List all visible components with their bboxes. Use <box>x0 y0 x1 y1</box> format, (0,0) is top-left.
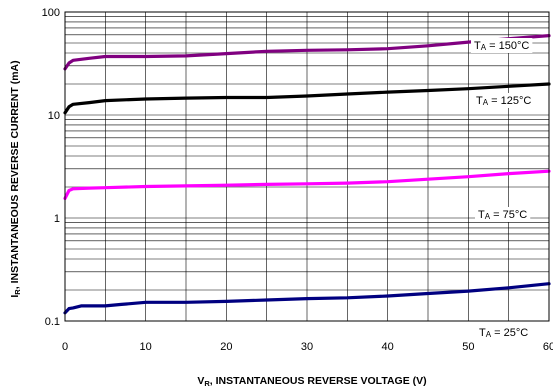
series-label-bg <box>476 325 532 340</box>
x-tick-label: 40 <box>382 341 394 353</box>
x-tick-label: 50 <box>462 341 474 353</box>
y-tick-label: 10 <box>48 110 60 122</box>
x-axis-title: VR, INSTANTANEOUS REVERSE VOLTAGE (V) <box>197 375 426 388</box>
x-tick-label: 0 <box>62 341 68 353</box>
series-label-text: TA = 75°C <box>478 209 527 221</box>
grid <box>64 12 550 322</box>
series-line <box>63 282 551 315</box>
x-tick-label: 30 <box>301 341 313 353</box>
plot-frame <box>64 11 550 322</box>
series-lines <box>63 33 551 315</box>
y-tick-labels: 0.1 1 10 100 <box>42 7 60 328</box>
y-axis-title: IR, INSTANTANEOUS REVERSE CURRENT (mA) <box>9 60 22 297</box>
x-tick-labels: 0 10 20 30 40 50 60 <box>62 341 553 353</box>
series-line <box>63 82 551 115</box>
series-label-bg <box>475 207 531 222</box>
y-tick-label: 1 <box>54 213 60 225</box>
y-tick-label: 0.1 <box>45 316 60 328</box>
series-label-bg <box>473 93 535 108</box>
series-label: TA = 75°C <box>475 207 531 222</box>
series-label: TA = 25°C <box>476 325 532 340</box>
series-label-text: TA = 150°C <box>474 40 529 52</box>
series-labels: TA = 150°C TA = 125°C TA = 75°C TA = 25°C <box>471 38 535 340</box>
y-tick-label: 100 <box>42 7 60 19</box>
series-label-text: TA = 125°C <box>476 95 531 107</box>
series-label: TA = 125°C <box>473 93 535 108</box>
series-label-text: TA = 25°C <box>479 327 528 339</box>
x-tick-label: 60 <box>543 341 553 353</box>
x-tick-label: 10 <box>140 341 152 353</box>
series-line <box>63 169 551 200</box>
series-line <box>63 33 551 71</box>
x-tick-label: 20 <box>220 341 232 353</box>
series-label-bg <box>471 38 533 53</box>
series-label: TA = 150°C <box>471 38 533 53</box>
